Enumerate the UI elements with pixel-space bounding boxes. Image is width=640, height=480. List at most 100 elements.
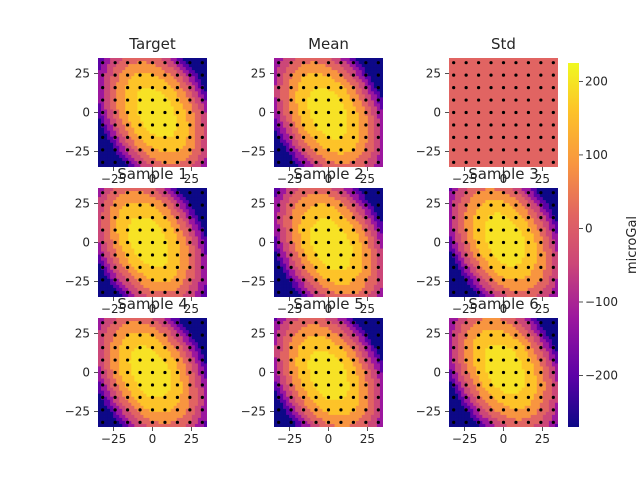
contour-cell [307,227,311,231]
contour-cell [164,67,169,71]
contour-cell [319,236,323,240]
contour-cell [313,194,317,198]
contour-cell [313,251,317,256]
contour-cell [325,115,329,119]
contour-cell [361,148,366,153]
contour-cell [322,154,326,159]
contour-cell [346,118,351,122]
contour-cell [304,88,308,92]
contour-cell [292,209,296,213]
panel-title: Sample 1 [117,165,188,183]
station-dot [125,73,130,77]
contour-cell [134,248,138,252]
contour-cell [125,206,129,210]
contour-cell [98,191,102,195]
contour-cell [170,281,175,286]
contour-cell [143,64,147,68]
contour-cell [379,67,383,71]
contour-cell [289,236,293,240]
contour-cell [155,203,159,207]
contour-cell [310,130,314,135]
contour-cell [125,127,129,132]
contour-cell [277,94,281,98]
contour-cell [197,248,202,252]
contour-cell [182,263,187,268]
contour-cell [107,106,111,110]
contour-cell [158,97,162,101]
contour-cell [125,91,129,95]
contour-cell [334,121,338,126]
contour-cell [155,230,159,234]
contour-cell [176,82,181,86]
contour-cell [182,218,187,222]
contour-cell [203,70,207,74]
contour-cell [274,109,278,113]
contour-cell [170,293,175,297]
station-dot [326,135,331,140]
contour-cell [337,64,342,68]
contour-cell [355,133,360,138]
contour-cell [286,151,290,156]
contour-cell [304,106,308,110]
contour-cell [164,227,169,231]
contour-cell [107,215,111,219]
contour-cell [185,254,190,259]
contour-cell [373,139,378,144]
contour-cell [146,67,150,71]
station-dot [376,85,380,90]
contour-cell [104,203,108,207]
contour-cell [304,269,308,274]
station-dot [163,278,167,282]
contour-cell [289,58,293,62]
contour-cell [98,154,102,159]
contour-cell [316,127,320,132]
contour-cell [149,287,153,292]
contour-cell [292,85,296,89]
contour-cell [316,85,320,89]
contour-cell [325,260,329,265]
contour-cell [197,73,202,77]
contour-cell [319,287,323,292]
contour-cell [131,100,135,104]
contour-cell [188,260,193,265]
contour-cell [373,103,378,107]
contour-cell [170,91,175,95]
contour-cell [328,212,332,216]
contour-cell [185,221,190,225]
contour-cell [173,257,178,262]
contour-cell [134,136,138,141]
station-dot [188,98,192,102]
contour-cell [152,91,156,95]
contour-cell [310,248,314,252]
contour-cell [98,127,102,132]
contour-cell [113,64,117,68]
contour-cell [304,70,308,74]
contour-cell [134,206,138,210]
station-dot [113,135,117,140]
contour-cell [197,139,202,144]
contour-cell [98,239,102,243]
station-dot [163,253,167,257]
contour-cell [161,145,166,150]
contour-cell [289,118,293,122]
contour-cell [146,233,150,237]
contour-cell [182,73,187,77]
contour-cell [319,160,323,165]
contour-cell [143,133,147,138]
contour-cell [277,194,281,198]
contour-cell [274,197,278,201]
contour-cell [328,290,332,295]
contour-cell [307,293,311,297]
contour-cell [346,139,351,144]
station-dot [289,160,293,164]
contour-cell [307,160,311,165]
contour-cell [98,130,102,135]
contour-cell [295,121,299,126]
contour-cell [179,145,184,150]
contour-cell [277,163,281,167]
station-dot [125,191,130,195]
station-dot [101,160,105,164]
contour-cell [328,160,332,165]
contour-cell [122,133,126,138]
contour-cell [316,218,320,222]
